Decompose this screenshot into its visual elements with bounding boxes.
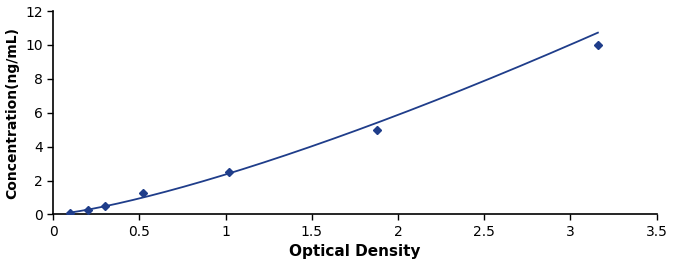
Y-axis label: Concentration(ng/mL): Concentration(ng/mL)	[5, 27, 20, 199]
X-axis label: Optical Density: Optical Density	[289, 244, 421, 259]
